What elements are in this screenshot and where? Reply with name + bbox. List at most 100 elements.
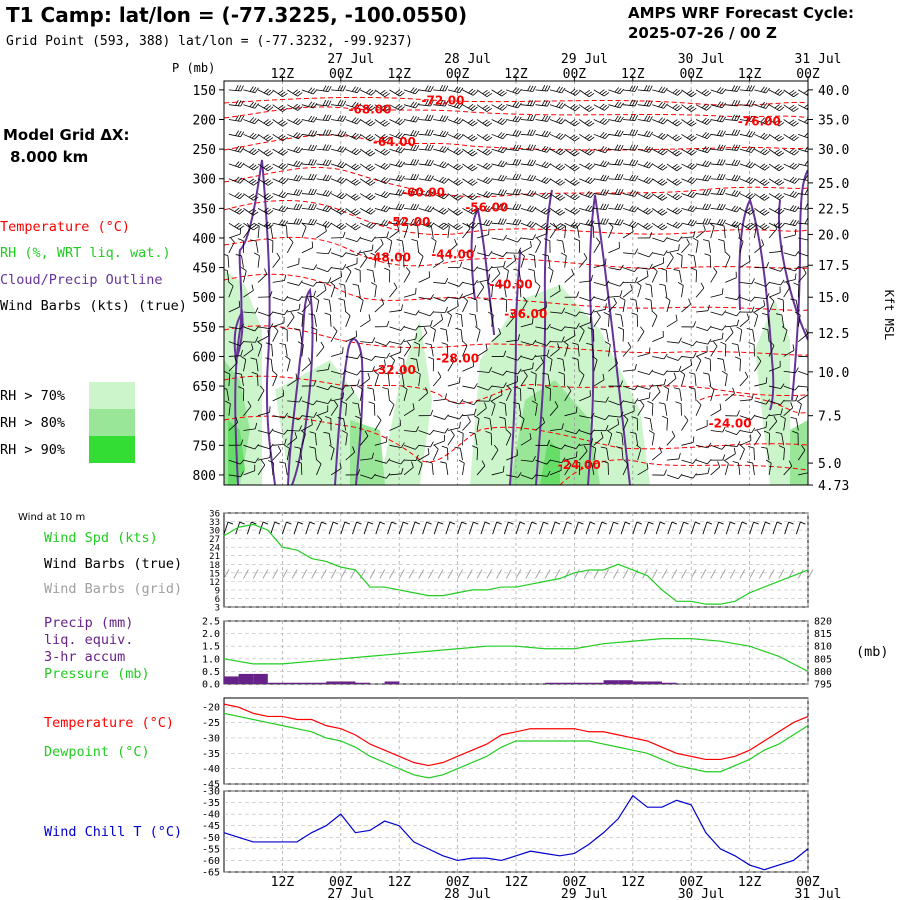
wind-barb-grid: [807, 569, 814, 579]
wind-barb: [345, 469, 361, 476]
wind-barb: [287, 174, 303, 182]
wind-barb: [710, 173, 726, 181]
wind-barb: [519, 415, 525, 431]
bottom-time-label: 00Z: [446, 875, 470, 890]
pressure-axis-title: P (mb): [172, 61, 215, 75]
wind-barb: [228, 161, 245, 169]
wind-barb: [798, 266, 808, 268]
precip-bar: [603, 680, 619, 684]
wind-barb: [238, 386, 245, 401]
wind-barb-true: [636, 521, 642, 525]
wind-barb-true: [391, 521, 397, 525]
wind-barb: [374, 89, 390, 98]
wind-barb: [257, 148, 274, 157]
wind-barb: [681, 205, 697, 213]
wind-barb: [681, 219, 697, 227]
wind-barb: [418, 320, 433, 328]
wind-barb: [531, 400, 538, 416]
wind-barb: [243, 163, 259, 171]
wind-barb: [267, 460, 274, 475]
rh-legend-text: RH > 90%: [0, 442, 65, 458]
wind-barb: [652, 257, 664, 268]
wind-barb: [593, 396, 609, 403]
wind-barb: [725, 271, 737, 283]
wind-barb: [593, 280, 610, 286]
panel-y-tick-label: -35: [202, 749, 220, 760]
wind-barb: [783, 265, 800, 272]
wind-barb: [768, 148, 785, 157]
wind-barb: [330, 207, 347, 215]
wind-barb: [316, 405, 329, 417]
wind-barb: [652, 370, 668, 376]
wind-barb: [462, 119, 478, 127]
wind-barb: [447, 238, 458, 254]
wind-barb: [637, 115, 653, 122]
rh-shading: [540, 440, 560, 485]
panel-y-tick-label: 6: [215, 595, 220, 605]
wind-barb: [549, 132, 566, 140]
wind-barb: [316, 341, 325, 357]
wind-barb: [739, 296, 756, 302]
wind-barb: [476, 266, 493, 272]
wind-barb: [506, 188, 522, 196]
wind-barb: [754, 222, 770, 231]
wind-barb: [418, 114, 434, 121]
wind-barb: [754, 101, 770, 109]
wind-barb: [587, 327, 595, 342]
wind-barb: [418, 311, 435, 317]
wind-barb: [666, 163, 682, 172]
wind-barb-true: [613, 521, 619, 525]
wind-barb: [258, 291, 273, 298]
wind-barb: [506, 237, 522, 243]
wind-barb: [272, 438, 287, 446]
wind-barb: [695, 131, 712, 139]
wind-barb: [287, 203, 303, 211]
wind-barb: [593, 431, 604, 446]
wind-barb: [579, 176, 595, 184]
wind-barb: [301, 264, 318, 271]
wind-barb: [491, 465, 505, 476]
wind-barb-true: [328, 521, 334, 535]
wind-barb: [447, 148, 464, 156]
wind-barb: [550, 336, 565, 343]
wind-barb-true: [449, 521, 456, 525]
wind-barb: [652, 236, 668, 243]
wind-barb: [608, 222, 614, 239]
wind-barb-true: [737, 521, 743, 535]
wind-barb: [520, 159, 536, 166]
wind-barb: [637, 347, 651, 357]
wind-barb: [506, 101, 522, 109]
pressure-tick-label: 500: [193, 291, 216, 306]
wind-barb: [338, 283, 347, 298]
wind-barb: [608, 418, 620, 431]
wind-barb: [748, 445, 755, 461]
wind-barb-grid: [389, 569, 395, 579]
wind-barb: [710, 426, 726, 433]
wind-barb: [549, 163, 566, 171]
wind-barb: [402, 385, 408, 401]
wind-barb: [418, 448, 430, 461]
cross-section-panel: -68.00 -72.00 -76.00 -64.00 -60.00 -56.00 -52.…: [172, 52, 896, 494]
wind-barb: [325, 416, 332, 431]
wind-barb: [564, 322, 580, 329]
precip-legend-2: liq. equiv.: [44, 632, 133, 648]
panel-y-tick-label: 2.0: [202, 629, 220, 640]
wind-barb: [738, 237, 744, 253]
precip-bar: [545, 682, 560, 684]
wind-barb: [491, 327, 502, 342]
wind-barb: [520, 370, 528, 387]
wind-barb: [433, 306, 448, 313]
wind-barb: [637, 207, 653, 215]
wind-barb: [301, 203, 317, 211]
rh-shading: [350, 420, 385, 485]
wind-barb-grid: [515, 569, 522, 579]
wind-barb: [652, 193, 668, 201]
wind-barb: [681, 230, 696, 239]
wind-barb: [469, 431, 478, 446]
wind-barb: [622, 384, 639, 391]
pressure-tick-label: 700: [193, 410, 216, 425]
wind-barb: [295, 460, 303, 475]
wind-barb: [447, 261, 463, 268]
wind-barb: [768, 266, 785, 272]
wind-barb: [228, 323, 245, 330]
